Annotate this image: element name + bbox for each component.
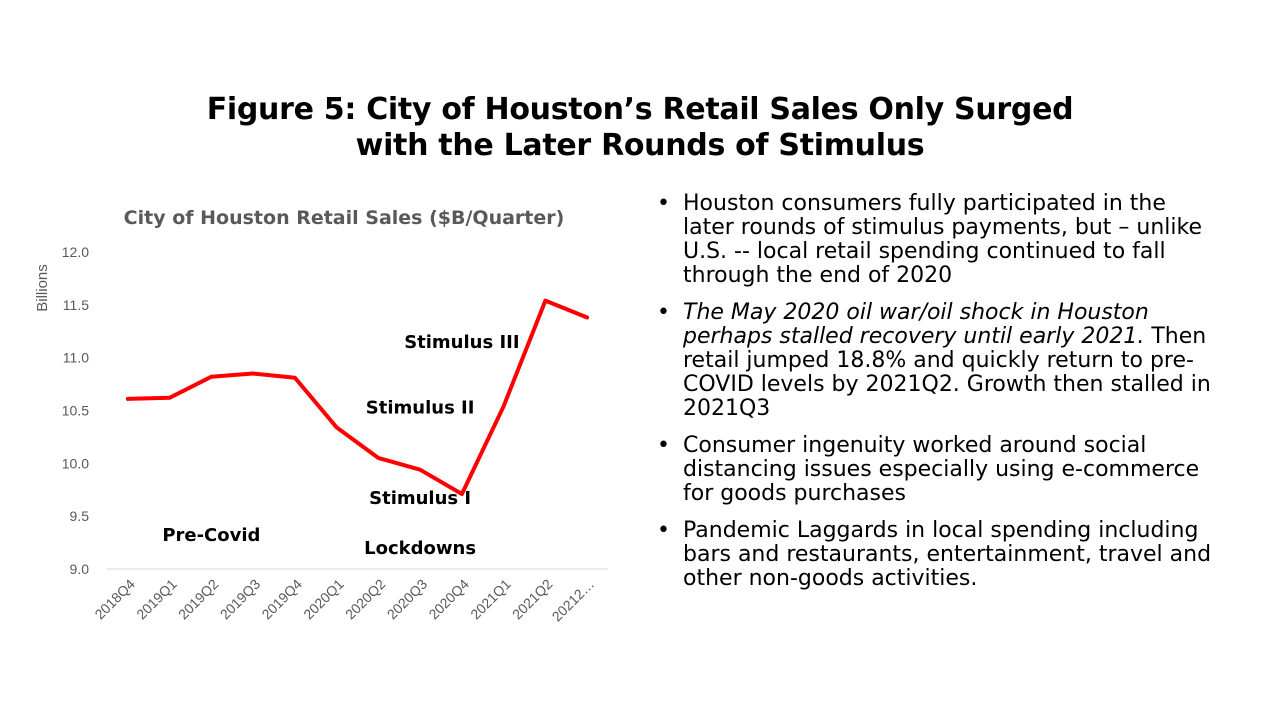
slide-title-line-2: with the Later Rounds of Stimulus [355, 128, 925, 163]
x-tick-label: 2019Q4 [258, 576, 305, 623]
chart-container: City of Houston Retail Sales ($B/Quarter… [30, 195, 630, 665]
slide-title: Figure 5: City of Houston’s Retail Sales… [190, 92, 1090, 164]
y-tick-label: 9.0 [70, 561, 90, 577]
slide-title-line-1: Figure 5: City of Houston’s Retail Sales… [206, 92, 1074, 127]
y-tick-label: 12.0 [62, 244, 89, 260]
x-tick-label: 20212… [549, 576, 598, 625]
bullet-text: Consumer ingenuity worked around social … [683, 433, 1200, 506]
line-chart: 9.0 9.5 10.0 10.5 11.0 11.5 12.0 Billions 2018Q4… [34, 244, 608, 625]
bullet-list: Houston consumers fully participated in … [655, 192, 1215, 604]
x-tick-label: 2021Q2 [509, 576, 556, 623]
x-tick-label: 2019Q1 [133, 576, 180, 623]
chart-annotation: Lockdowns [364, 538, 476, 559]
y-tick-label: 11.5 [63, 297, 89, 313]
x-tick-label: 2019Q2 [175, 576, 222, 623]
y-axis-label: Billions [34, 264, 51, 312]
bullet-text: Pandemic Laggards in local spending incl… [683, 518, 1212, 591]
series-line [125, 298, 590, 496]
chart-title: City of Houston Retail Sales ($B/Quarter… [123, 207, 565, 229]
bullet-item: Pandemic Laggards in local spending incl… [655, 519, 1215, 591]
x-tick-label: 2020Q1 [300, 576, 347, 623]
y-tick-label: 10.5 [62, 403, 89, 419]
bullet-item: Consumer ingenuity worked around social … [655, 434, 1215, 506]
chart-annotation: Stimulus I [369, 488, 471, 509]
x-tick-label: 2019Q3 [217, 576, 264, 623]
x-tick-label: 2020Q2 [342, 576, 389, 623]
bullet-text: Houston consumers fully participated in … [683, 191, 1202, 288]
bullet-item: The May 2020 oil war/oil shock in Housto… [655, 301, 1215, 421]
bullet-text: Then retail jumped 18.8% and quickly ret… [683, 324, 1211, 421]
chart-annotation: Stimulus III [404, 332, 519, 353]
x-tick-label: 2018Q4 [91, 576, 138, 623]
x-tick-label: 2020Q4 [425, 576, 472, 623]
chart-annotation: Pre-Covid [162, 525, 260, 546]
x-tick-label: 2020Q3 [384, 576, 431, 623]
bullet-item: Houston consumers fully participated in … [655, 192, 1215, 288]
y-tick-label: 9.5 [70, 508, 90, 524]
x-tick-label: 2021Q1 [467, 576, 514, 623]
bullet-italic-text: The May 2020 oil war/oil shock in Housto… [683, 300, 1149, 349]
y-tick-label: 10.0 [62, 455, 89, 471]
chart-annotation: Stimulus II [366, 397, 475, 418]
y-tick-label: 11.0 [63, 350, 89, 366]
